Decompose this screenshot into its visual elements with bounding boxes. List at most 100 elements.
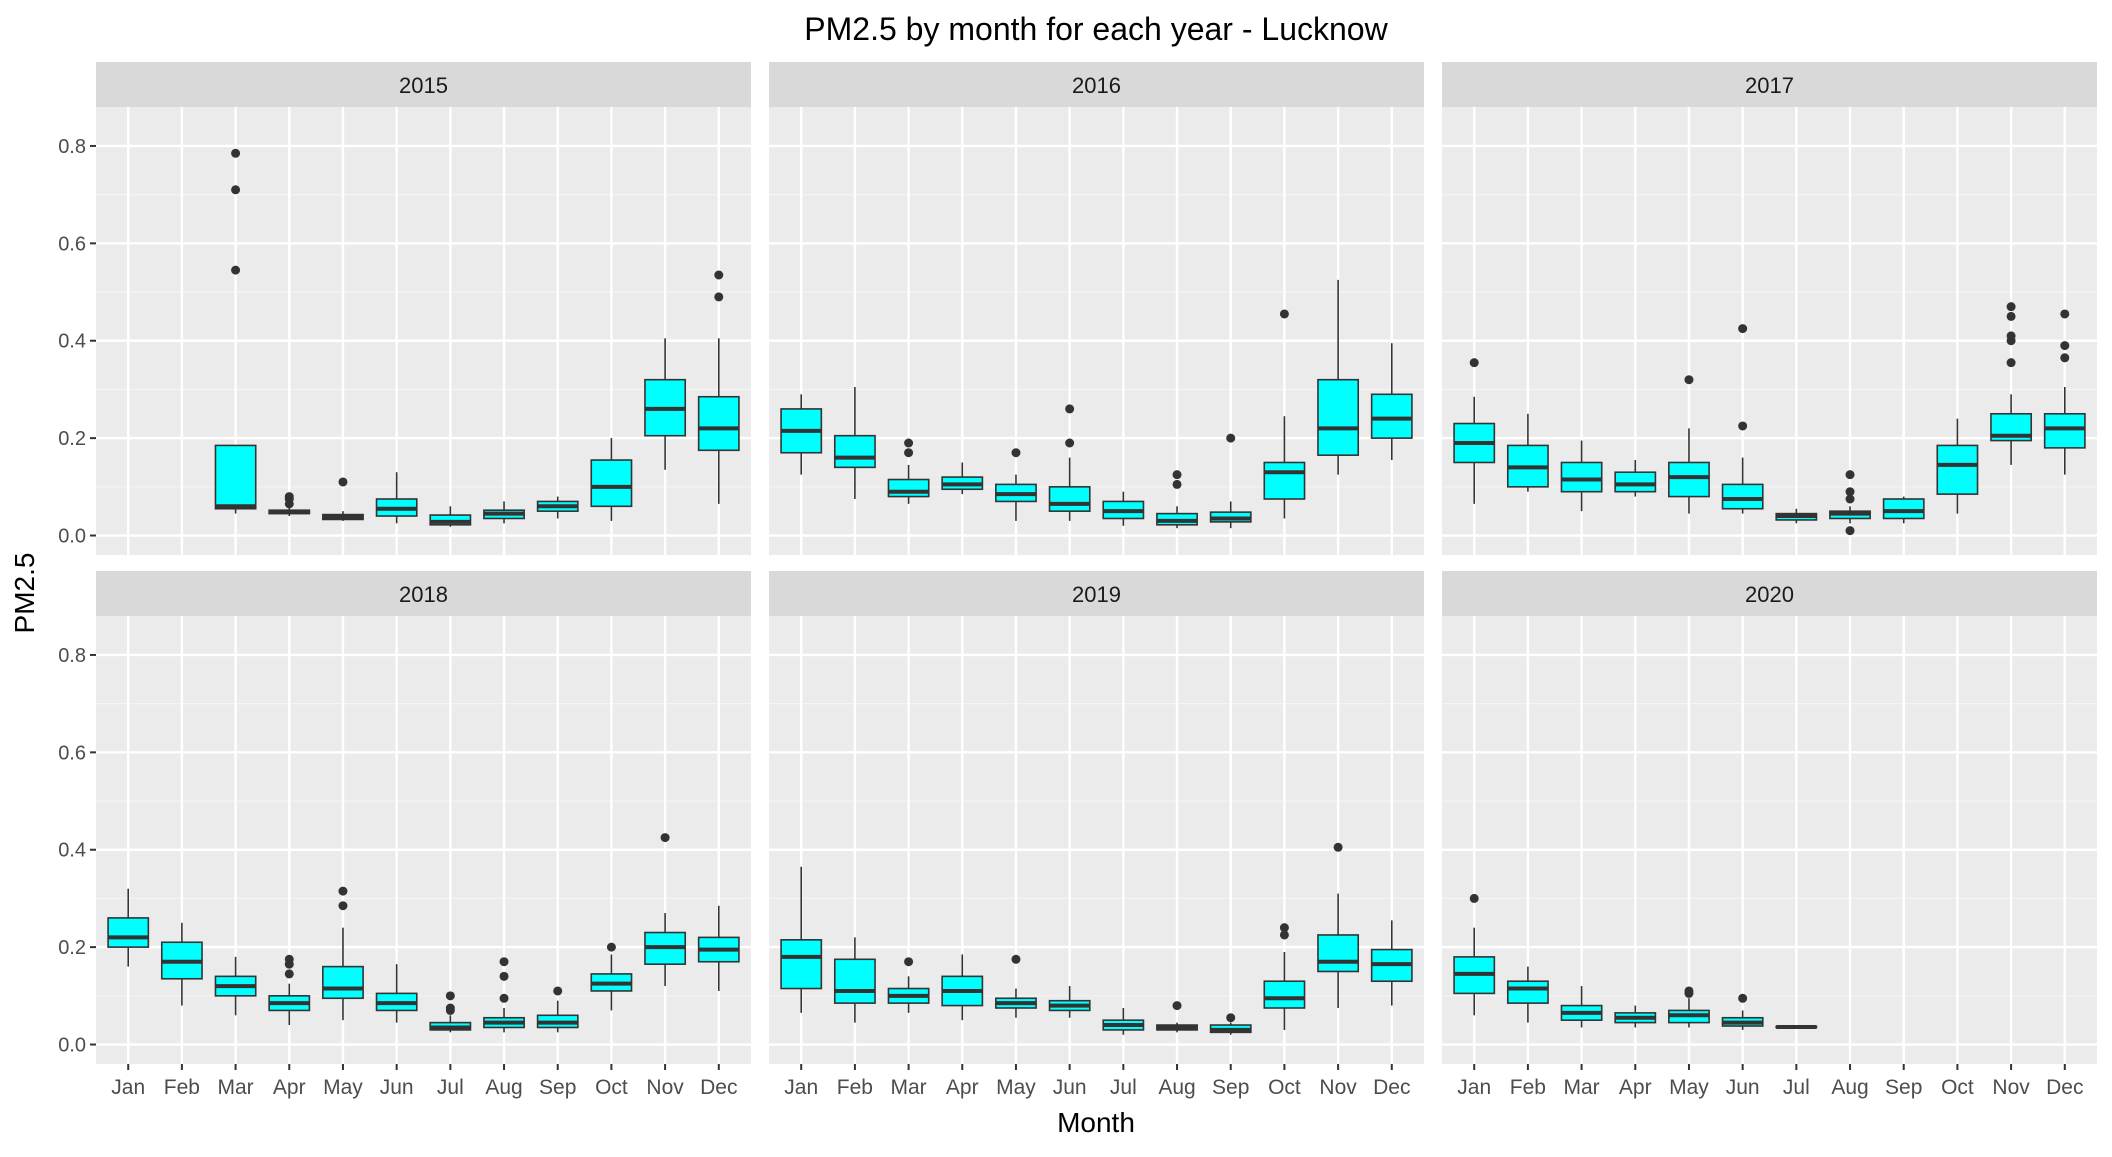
x-tick-label: Mar (891, 1076, 927, 1099)
box-2015-May (322, 477, 364, 521)
facet-strip (1442, 62, 2097, 107)
x-tick-label: Jul (1783, 1076, 1810, 1099)
box-2019-Nov (1317, 842, 1360, 1008)
x-tick-label: Mar (1564, 1076, 1600, 1099)
x-tick-label: Oct (1941, 1076, 1974, 1099)
outlier-point (1172, 479, 1182, 489)
outlier-point (284, 492, 294, 502)
box-2020-Apr (1614, 1005, 1657, 1028)
x-tick-label: Feb (837, 1076, 873, 1099)
box-2016-Aug (1156, 470, 1198, 529)
outlier-point (1011, 448, 1021, 458)
box-2018-Jun (375, 964, 418, 1023)
outlier-point (445, 1003, 455, 1013)
box-2018-Jul (429, 991, 472, 1033)
x-tick-label: May (996, 1076, 1036, 1099)
x-tick-label: Aug (1158, 1076, 1195, 1099)
x-tick-label: Sep (539, 1076, 576, 1099)
box-iqr (1721, 483, 1764, 510)
box-iqr (322, 965, 364, 1000)
box-2016-Oct (1263, 309, 1306, 519)
box-2019-Sep (1209, 1013, 1252, 1035)
box-2015-Oct (590, 438, 633, 521)
box-2020-Jan (1453, 893, 1496, 1016)
outlier-point (1065, 404, 1075, 414)
outlier-point (231, 265, 241, 275)
x-tick-label: Jul (1110, 1076, 1137, 1099)
x-tick-label: Nov (1319, 1076, 1357, 1099)
x-tick-label: Feb (164, 1076, 200, 1099)
box-2016-Apr (941, 462, 984, 495)
outlier-point (1172, 470, 1182, 480)
box-2015-Apr (268, 492, 311, 517)
box-iqr (107, 917, 150, 948)
x-tick-label: Aug (1831, 1076, 1868, 1099)
outlier-point (2006, 358, 2016, 368)
panel-background (769, 616, 1424, 1064)
box-iqr (1668, 461, 1710, 498)
facet-panel-2016: 2016 (769, 62, 1424, 555)
box-2018-Dec (697, 905, 740, 991)
outlier-point (1279, 309, 1289, 319)
x-tick-label: Nov (646, 1076, 684, 1099)
x-tick-label: Mar (218, 1076, 254, 1099)
box-iqr (1560, 461, 1603, 493)
box-2016-Mar (887, 438, 930, 504)
facet-strip (769, 62, 1424, 107)
outlier-point (338, 901, 348, 911)
box-2017-Jun (1721, 324, 1764, 514)
box-2018-Apr (268, 954, 311, 1026)
box-2018-Mar (214, 956, 257, 1016)
box-2015-Dec (697, 270, 740, 504)
box-iqr (1506, 980, 1549, 1004)
box-2017-Jan (1453, 358, 1496, 504)
outlier-point (499, 993, 509, 1003)
x-axis-title: Month (1057, 1107, 1135, 1138)
y-tick-label: 0.8 (58, 136, 86, 158)
panel-background (96, 616, 751, 1064)
box-iqr (833, 958, 876, 1004)
y-tick-label: 0.8 (58, 645, 86, 667)
box-iqr (590, 459, 633, 508)
box-2016-Nov (1317, 279, 1360, 475)
outlier-point (338, 477, 348, 487)
outlier-point (1684, 375, 1694, 385)
box-2020-May (1668, 986, 1710, 1028)
outlier-point (1738, 993, 1748, 1003)
box-2018-Feb (160, 922, 203, 1006)
box-iqr (1263, 980, 1306, 1009)
panel-background (96, 107, 751, 555)
box-2016-Feb (833, 387, 876, 499)
outlier-point (1845, 526, 1855, 536)
y-tick-label: 0.6 (58, 233, 86, 255)
outlier-point (1738, 324, 1748, 334)
box-2018-Nov (644, 833, 687, 987)
box-iqr (2043, 412, 2086, 449)
facet-panel-2020: 2020 Jan Feb Mar Apr May Jun Jul Aug Sep Oct Nov Dec (1442, 571, 2097, 1099)
x-tick-label: Apr (946, 1076, 979, 1099)
box-2017-Apr (1614, 460, 1657, 497)
y-tick-label: 0.2 (58, 937, 86, 959)
outlier-point (1279, 930, 1289, 940)
y-tick-label: 0.4 (58, 840, 86, 862)
x-tick-label: Jan (784, 1076, 818, 1099)
box-2019-Dec (1370, 920, 1413, 1006)
outlier-point (2006, 302, 2016, 312)
box-2019-Jan (780, 866, 823, 1013)
box-2016-Jun (1048, 404, 1091, 521)
box-iqr (214, 444, 257, 510)
x-tick-label: Jun (1726, 1076, 1760, 1099)
outlier-point (499, 971, 509, 981)
box-2020-Feb (1506, 966, 1549, 1023)
x-tick-label: Dec (700, 1076, 737, 1099)
box-2016-May (995, 448, 1037, 521)
outlier-point (1469, 358, 1479, 368)
outlier-point (1065, 438, 1075, 448)
outlier-point (904, 438, 914, 448)
box-2017-Mar (1560, 440, 1603, 512)
outlier-point (1684, 986, 1694, 996)
facet-strip (1442, 571, 2097, 616)
box-2016-Sep (1209, 433, 1252, 529)
